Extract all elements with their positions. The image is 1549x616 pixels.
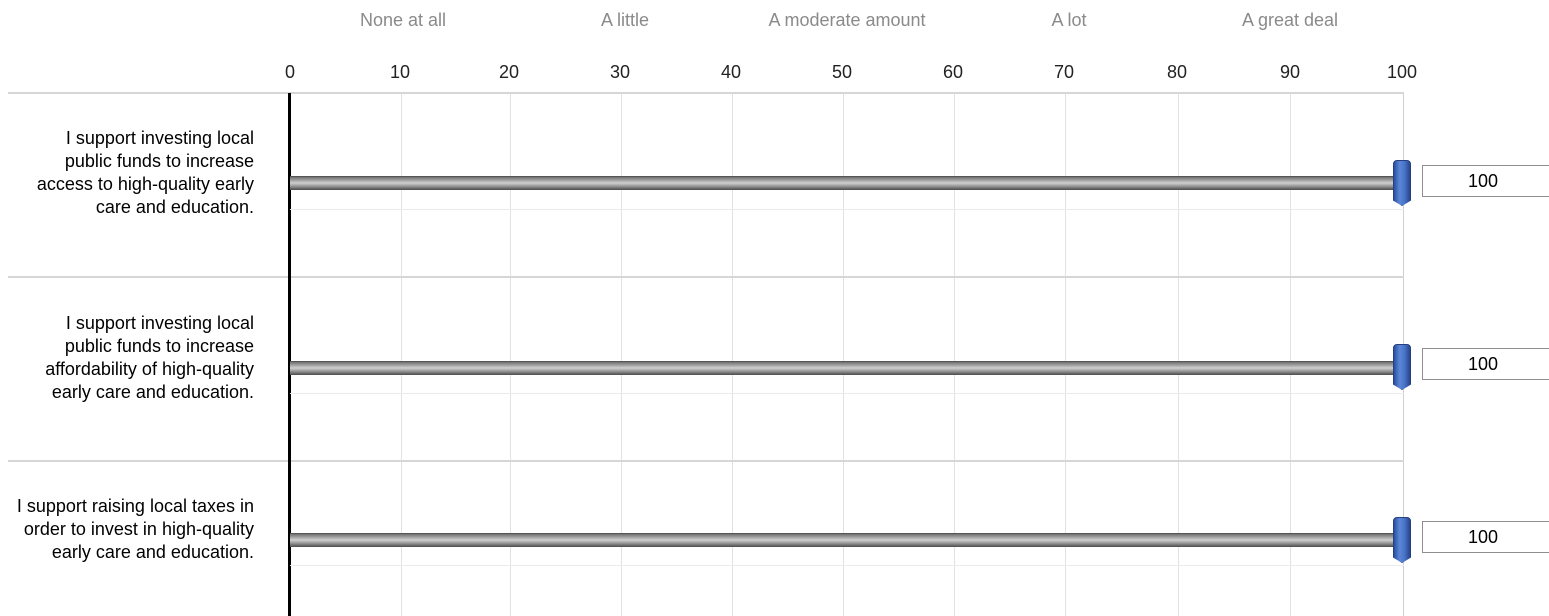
statement-label: I support raising local taxes in order t… xyxy=(16,496,254,562)
tick-label: 10 xyxy=(389,62,411,82)
value-input[interactable] xyxy=(1422,165,1549,197)
slider-handle[interactable] xyxy=(1393,160,1411,206)
gridline xyxy=(401,93,402,616)
gridline xyxy=(843,93,844,616)
tick-label: 60 xyxy=(942,62,964,82)
track-underline xyxy=(290,565,1404,566)
tick-label: 40 xyxy=(720,62,742,82)
tick-label: 50 xyxy=(831,62,853,82)
tick-label: 100 xyxy=(1386,62,1418,82)
gridline xyxy=(621,93,622,616)
statement-label: I support investing local public funds t… xyxy=(45,313,254,402)
scale-label-a-moderate-amount: A moderate amount xyxy=(768,10,926,30)
scale-label-a-great-deal: A great deal xyxy=(1241,10,1339,30)
tick-label: 30 xyxy=(609,62,631,82)
tick-label: 80 xyxy=(1166,62,1188,82)
scale-label-a-little: A little xyxy=(600,10,650,30)
tick-label: 20 xyxy=(498,62,520,82)
slider-track[interactable] xyxy=(290,533,1404,547)
gridline xyxy=(510,93,511,616)
slider-handle[interactable] xyxy=(1393,517,1411,563)
statement-label: I support investing local public funds t… xyxy=(36,128,254,217)
top-rule xyxy=(8,92,1404,94)
row-divider xyxy=(8,460,1404,462)
value-input[interactable] xyxy=(1422,348,1549,380)
tick-label: 0 xyxy=(284,62,296,82)
scale-label-none-at-all: None at all xyxy=(359,10,447,30)
row-divider xyxy=(8,276,1404,278)
gridline xyxy=(1065,93,1066,616)
track-underline xyxy=(290,209,1404,210)
gridline xyxy=(732,93,733,616)
tick-label: 90 xyxy=(1279,62,1301,82)
slider-track[interactable] xyxy=(290,176,1404,190)
scale-label-a-lot: A lot xyxy=(1051,10,1087,30)
slider-handle[interactable] xyxy=(1393,344,1411,390)
gridline xyxy=(1178,93,1179,616)
tick-label: 70 xyxy=(1053,62,1075,82)
zero-axis-line xyxy=(288,93,291,616)
track-underline xyxy=(290,393,1404,394)
slider-track[interactable] xyxy=(290,361,1404,375)
value-input[interactable] xyxy=(1422,521,1549,553)
gridline xyxy=(1290,93,1291,616)
gridline xyxy=(954,93,955,616)
